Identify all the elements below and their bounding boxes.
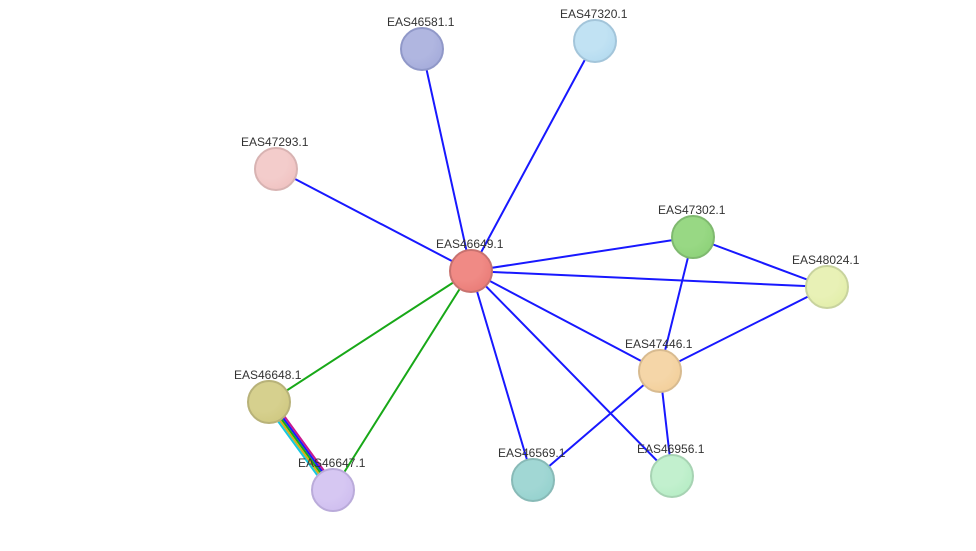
network-node-label: EAS47446.1 [625,337,692,351]
network-edge [269,271,471,402]
network-node-label: EAS46648.1 [234,368,301,382]
network-node[interactable] [805,265,849,309]
network-node-label: EAS46647.1 [298,456,365,470]
network-node-label: EAS47320.1 [560,7,627,21]
network-node-label: EAS48024.1 [792,253,859,267]
network-node[interactable] [511,458,555,502]
network-edge [660,287,827,371]
network-node[interactable] [573,19,617,63]
network-node[interactable] [400,27,444,71]
network-node[interactable] [650,454,694,498]
network-node[interactable] [254,147,298,191]
network-node-label: EAS46649.1 [436,237,503,251]
network-node-label: EAS47302.1 [658,203,725,217]
network-edge [533,371,660,480]
network-node[interactable] [449,249,493,293]
network-edge [471,237,693,271]
network-node[interactable] [311,468,355,512]
network-edge [471,271,660,371]
network-edge [471,271,827,287]
network-node-label: EAS47293.1 [241,135,308,149]
network-node-label: EAS46956.1 [637,442,704,456]
network-node[interactable] [671,215,715,259]
network-node[interactable] [638,349,682,393]
network-canvas: EAS46649.1 EAS46581.1 EAS47320.1 EAS47293.1… [0,0,976,551]
network-node[interactable] [247,380,291,424]
network-node-label: EAS46581.1 [387,15,454,29]
network-node-label: EAS46569.1 [498,446,565,460]
network-edge [276,169,471,271]
